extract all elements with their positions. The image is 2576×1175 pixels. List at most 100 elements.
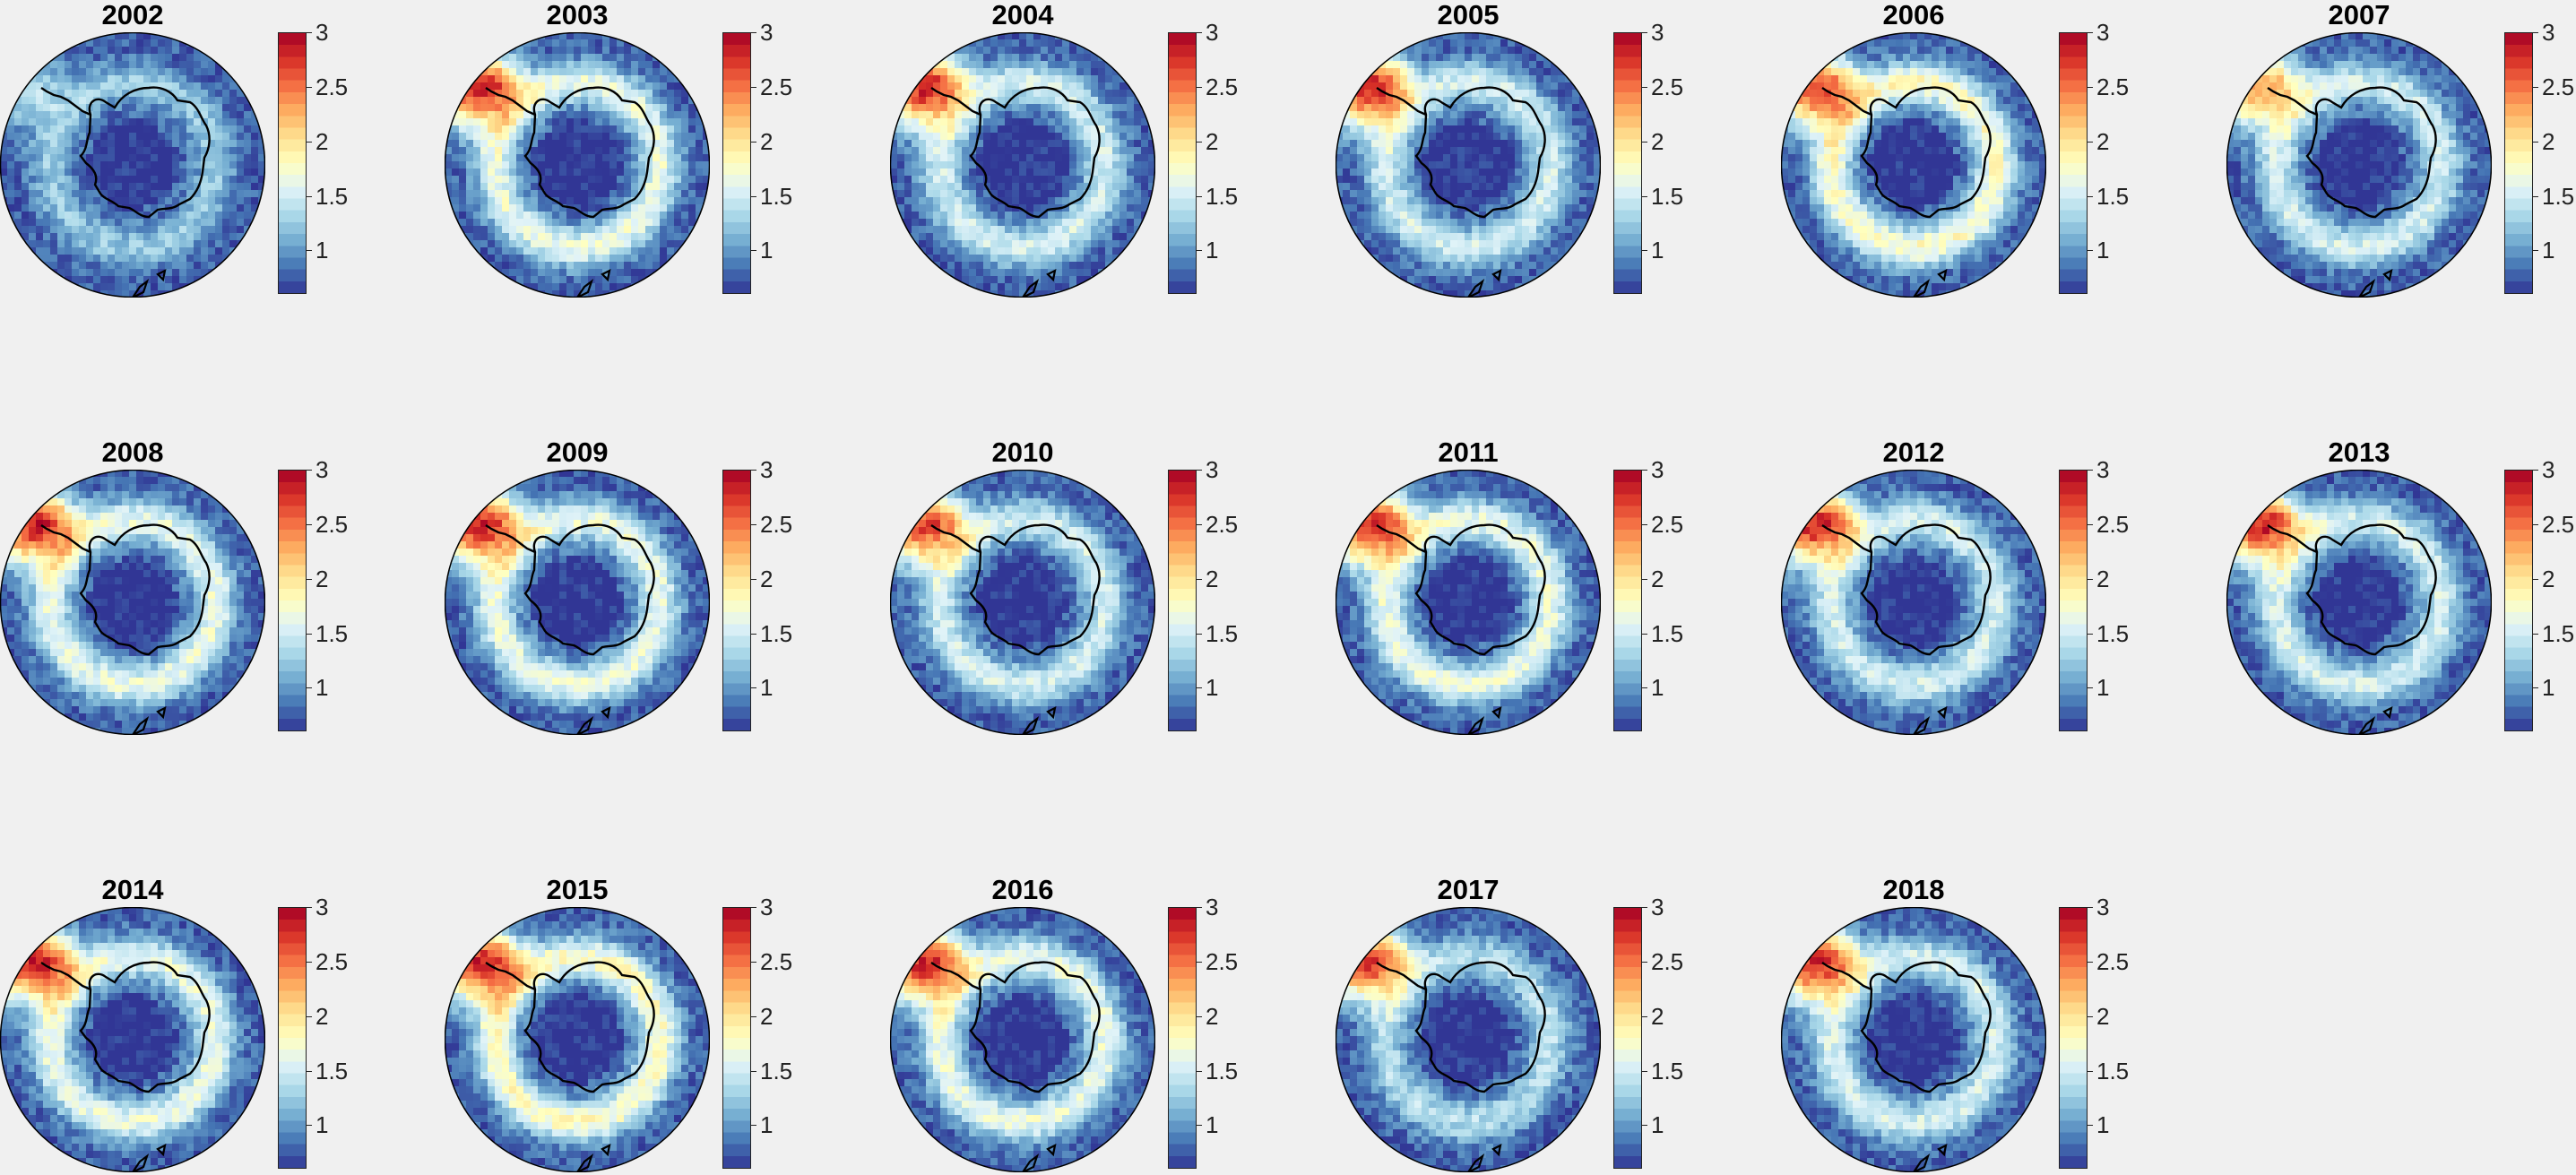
colorbar-tick-label: 3 — [2096, 895, 2109, 919]
polar-map — [0, 907, 265, 1172]
colorbar-tick-mark — [307, 32, 312, 33]
heatmap-field — [1336, 907, 1601, 1172]
colorbar-tick-mark — [2088, 32, 2093, 33]
colorbar-tick-label: 3 — [2542, 21, 2554, 44]
colorbar-tick-mark — [307, 470, 312, 471]
colorbar-tick-mark — [1197, 142, 1202, 143]
heatmap-field — [445, 32, 710, 298]
colorbar-tick-mark — [2088, 1071, 2093, 1072]
colorbar — [1168, 470, 1197, 731]
colorbar-tick-mark — [2088, 250, 2093, 251]
heatmap-field — [445, 470, 710, 735]
heatmap-field — [890, 32, 1155, 298]
colorbar-tick-mark — [1197, 1016, 1202, 1017]
colorbar-tick-mark — [1197, 470, 1202, 471]
colorbar-tick-label: 2.5 — [2096, 75, 2129, 99]
colorbar-tick-label: 1.5 — [1206, 185, 1238, 208]
panel-title: 2012 — [1781, 437, 2046, 468]
heatmap-field — [890, 907, 1155, 1172]
colorbar — [2059, 470, 2088, 731]
colorbar-tick-label: 1 — [316, 1113, 328, 1136]
panel-title: 2017 — [1336, 875, 1601, 905]
colorbar-tick-label: 2.5 — [1651, 513, 1683, 536]
polar-map — [445, 907, 710, 1172]
heatmap-field — [2226, 470, 2492, 735]
colorbar-tick-mark — [751, 142, 756, 143]
polar-map — [2226, 470, 2492, 735]
colorbar-tick-mark — [751, 524, 756, 525]
colorbar-tick-label: 1.5 — [1651, 622, 1683, 645]
colorbar — [278, 907, 307, 1169]
panel-title: 2013 — [2226, 437, 2492, 468]
colorbar-tick-mark — [2088, 524, 2093, 525]
panel-title: 2002 — [0, 0, 265, 30]
colorbar-tick-label: 2 — [316, 567, 328, 591]
colorbar-tick-label: 1 — [1651, 676, 1664, 699]
colorbar-tick-label: 3 — [1651, 895, 1664, 919]
colorbar-tick-label: 1.5 — [1651, 1059, 1683, 1083]
colorbar-tick-label: 2.5 — [1651, 950, 1683, 973]
colorbar-tick-mark — [751, 196, 756, 197]
colorbar — [1613, 32, 1642, 294]
colorbar-tick-mark — [1197, 907, 1202, 908]
colorbar-tick-mark — [1642, 142, 1647, 143]
colorbar-tick-mark — [307, 634, 312, 635]
colorbar-tick-label: 2 — [316, 1005, 328, 1028]
colorbar-tick-mark — [1642, 250, 1647, 251]
colorbar — [278, 470, 307, 731]
colorbar-tick-label: 2.5 — [760, 950, 792, 973]
colorbar-tick-mark — [751, 250, 756, 251]
colorbar-tick-mark — [751, 907, 756, 908]
colorbar — [2504, 32, 2533, 294]
colorbar-tick-mark — [1642, 470, 1647, 471]
colorbar-tick-mark — [2088, 470, 2093, 471]
heatmap-field — [1781, 907, 2046, 1172]
polar-map — [445, 470, 710, 735]
panel-title: 2007 — [2226, 0, 2492, 30]
colorbar-tick-label: 1 — [2096, 1113, 2109, 1136]
colorbar-tick-mark — [751, 962, 756, 963]
colorbar-tick-label: 3 — [1206, 895, 1218, 919]
colorbar-tick-label: 2.5 — [1206, 75, 1238, 99]
colorbar-tick-mark — [751, 634, 756, 635]
panel-title: 2005 — [1336, 0, 1601, 30]
colorbar — [1168, 32, 1197, 294]
colorbar-tick-mark — [751, 579, 756, 580]
colorbar-tick-label: 2 — [2096, 567, 2109, 591]
colorbar-tick-mark — [751, 1016, 756, 1017]
heatmap-field — [890, 470, 1155, 735]
colorbar-tick-mark — [2533, 687, 2538, 688]
colorbar-tick-mark — [307, 962, 312, 963]
colorbar-tick-mark — [2533, 524, 2538, 525]
colorbar-tick-label: 2 — [1206, 1005, 1218, 1028]
colorbar-tick-label: 1.5 — [760, 1059, 792, 1083]
colorbar-tick-label: 1 — [316, 676, 328, 699]
colorbar-tick-mark — [2533, 87, 2538, 88]
colorbar-tick-label: 3 — [760, 895, 773, 919]
colorbar-tick-label: 1 — [2096, 238, 2109, 262]
polar-map — [890, 470, 1155, 735]
panel-title: 2009 — [445, 437, 710, 468]
colorbar-tick-label: 2 — [760, 130, 773, 153]
colorbar-tick-label: 2 — [1651, 130, 1664, 153]
colorbar-tick-mark — [1197, 87, 1202, 88]
polar-map — [1336, 907, 1601, 1172]
colorbar-tick-label: 3 — [760, 21, 773, 44]
colorbar-tick-label: 2.5 — [2096, 950, 2129, 973]
colorbar-tick-mark — [2088, 1016, 2093, 1017]
colorbar-tick-label: 1.5 — [1651, 185, 1683, 208]
colorbar-tick-label: 3 — [760, 458, 773, 481]
colorbar-tick-mark — [2533, 470, 2538, 471]
colorbar-tick-mark — [1642, 524, 1647, 525]
colorbar-tick-mark — [2533, 196, 2538, 197]
panel-title: 2010 — [890, 437, 1155, 468]
colorbar-tick-mark — [751, 1071, 756, 1072]
colorbar-tick-mark — [1197, 524, 1202, 525]
